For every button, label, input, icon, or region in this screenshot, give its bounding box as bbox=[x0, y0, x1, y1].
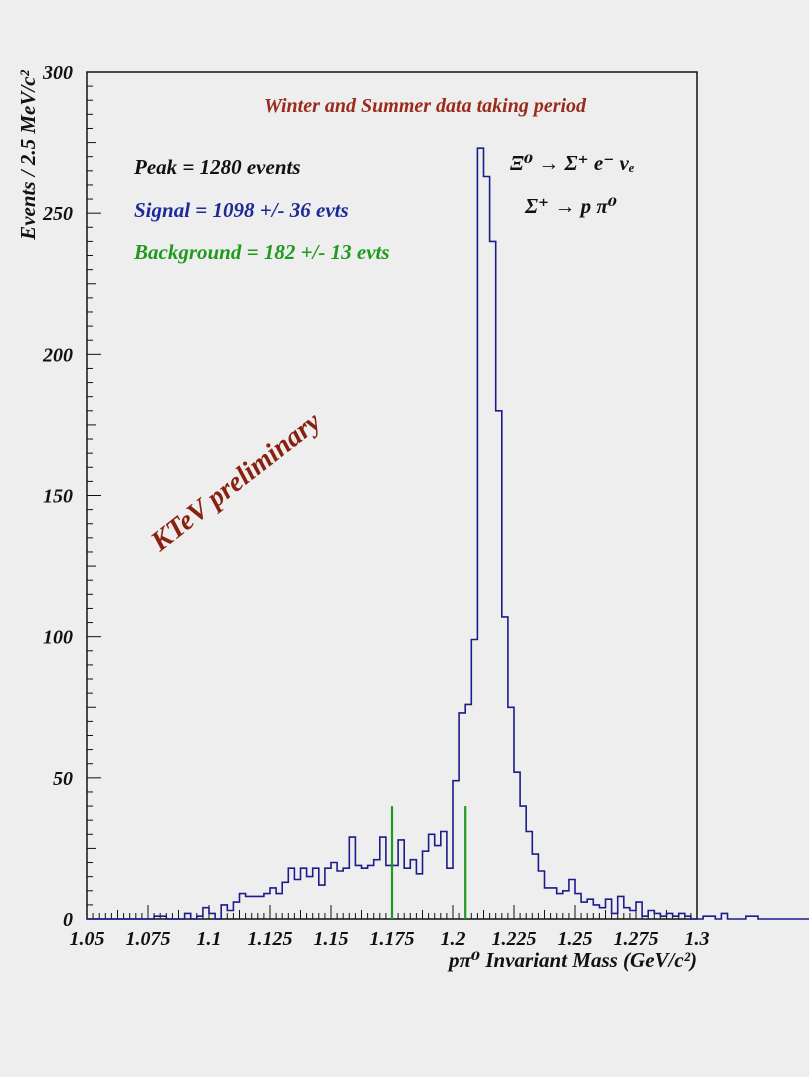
x-tick-label: 1.3 bbox=[685, 928, 710, 950]
y-tick-label: 250 bbox=[42, 203, 73, 225]
decay-annotation-2: Σ⁺ → p π⁰ bbox=[524, 194, 617, 218]
y-tick-label: 200 bbox=[42, 344, 73, 366]
chart-title: Winter and Summer data taking period bbox=[264, 95, 587, 117]
tick-labels: 1.05 1.075 1.1 1.125 1.15 1.175 1.2 1.225 1.25 1.… bbox=[42, 62, 710, 950]
x-tick-label: 1.2 bbox=[441, 928, 466, 950]
x-tick-label: 1.1 bbox=[197, 928, 222, 950]
background-annotation: Background = 182 +/- 13 evts bbox=[133, 240, 390, 264]
x-tick-label: 1.275 bbox=[614, 928, 659, 950]
histogram-series bbox=[87, 147, 809, 920]
peak-annotation: Peak = 1280 events bbox=[133, 155, 301, 179]
x-tick-label: 1.125 bbox=[248, 928, 293, 950]
cut-lines bbox=[390, 806, 467, 919]
x-tick-label: 1.175 bbox=[370, 928, 415, 950]
y-tick-label: 50 bbox=[53, 768, 73, 790]
y-tick-label: 150 bbox=[43, 486, 73, 508]
y-tick-label: 0 bbox=[63, 909, 73, 931]
y-tick-label: 100 bbox=[43, 627, 73, 649]
x-tick-label: 1.15 bbox=[314, 928, 349, 950]
x-tick-label: 1.25 bbox=[558, 928, 593, 950]
signal-annotation: Signal = 1098 +/- 36 evts bbox=[134, 198, 349, 222]
x-tick-label: 1.075 bbox=[126, 928, 171, 950]
x-tick-label: 1.225 bbox=[492, 928, 537, 950]
preliminary-watermark: KTeV preliminary bbox=[144, 406, 327, 558]
y-tick-label: 300 bbox=[42, 62, 73, 84]
histogram-line bbox=[87, 147, 809, 920]
decay-annotation-1: Ξ⁰ → Σ⁺ e⁻ νₑ bbox=[510, 151, 635, 175]
x-axis-label: pπ⁰ Invariant Mass (GeV/c²) bbox=[447, 948, 697, 972]
y-axis-label: Events / 2.5 MeV/c² bbox=[16, 69, 40, 240]
x-tick-label: 1.05 bbox=[70, 928, 105, 950]
